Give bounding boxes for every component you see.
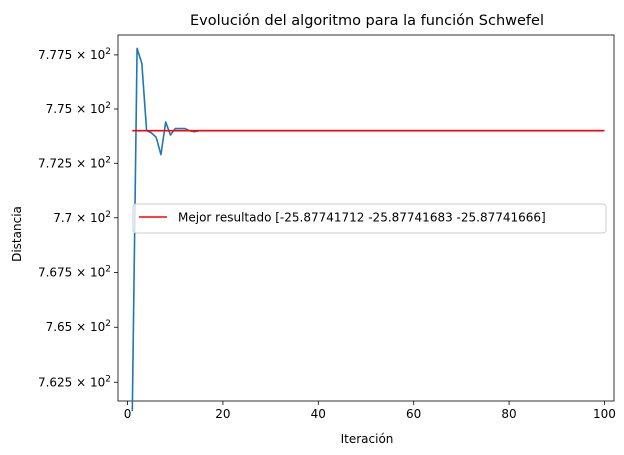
chart-title: Evolución del algoritmo para la función …	[190, 13, 544, 29]
y-tick-label: 7.75 × 102	[46, 101, 111, 116]
legend: Mejor resultado [-25.87741712 -25.877416…	[132, 203, 607, 234]
y-axis-label: Distancia	[10, 206, 24, 262]
x-tick-label: 0	[124, 407, 132, 421]
series-layer	[131, 47, 605, 411]
legend-label: Mejor resultado [-25.87741712 -25.877416…	[178, 211, 546, 225]
y-axis: 7.625 × 102 7.65 × 102 7.675 × 102 7.7 × 10…	[38, 47, 118, 389]
x-tick-label: 20	[215, 407, 230, 421]
x-axis-label: Iteración	[341, 432, 394, 446]
y-tick-label: 7.725 × 102	[38, 155, 111, 170]
x-tick-label: 40	[311, 407, 326, 421]
x-tick-label: 100	[593, 407, 616, 421]
x-tick-label: 60	[406, 407, 421, 421]
y-tick-label: 7.7 × 102	[53, 210, 111, 225]
y-tick-label: 7.65 × 102	[46, 319, 111, 334]
y-tick-label: 7.775 × 102	[38, 47, 111, 62]
y-tick-label: 7.625 × 102	[38, 374, 111, 389]
x-axis: 0 20 40 60 80 100	[124, 401, 616, 421]
y-tick-label: 7.675 × 102	[38, 264, 111, 279]
legend-box	[132, 203, 607, 234]
x-tick-label: 80	[501, 407, 516, 421]
